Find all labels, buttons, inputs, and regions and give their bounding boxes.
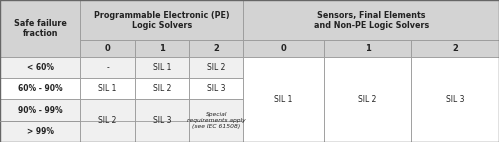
Bar	[80, 0, 244, 40]
Bar	[324, 57, 411, 142]
Text: SIL 1: SIL 1	[274, 95, 293, 104]
Text: 1: 1	[365, 44, 371, 53]
Bar	[189, 99, 244, 142]
Bar	[189, 57, 244, 78]
Text: Special
requirements apply
(see IEC 61508): Special requirements apply (see IEC 6150…	[187, 112, 246, 129]
Text: SIL 2: SIL 2	[358, 95, 377, 104]
Text: SIL 1: SIL 1	[98, 84, 117, 93]
Bar	[244, 0, 499, 40]
Text: 0: 0	[281, 44, 286, 53]
Bar	[80, 99, 135, 142]
Text: SIL 3: SIL 3	[207, 84, 226, 93]
Bar	[189, 40, 244, 57]
Text: SIL 1: SIL 1	[153, 63, 171, 72]
Bar	[411, 57, 499, 142]
Bar	[135, 99, 189, 142]
Bar	[411, 40, 499, 57]
Bar	[80, 78, 135, 99]
Text: SIL 2: SIL 2	[207, 63, 226, 72]
Text: SIL 2: SIL 2	[98, 116, 117, 125]
Bar	[324, 40, 411, 57]
Bar	[244, 57, 324, 142]
Bar	[244, 40, 324, 57]
Text: < 60%: < 60%	[27, 63, 54, 72]
Text: -: -	[106, 63, 109, 72]
Text: 0: 0	[105, 44, 110, 53]
Bar	[135, 57, 189, 78]
Text: SIL 3: SIL 3	[153, 116, 171, 125]
Text: 2: 2	[452, 44, 458, 53]
Bar	[189, 78, 244, 99]
Text: 2: 2	[213, 44, 219, 53]
Bar	[0, 57, 80, 78]
Bar	[80, 40, 135, 57]
Bar	[80, 57, 135, 78]
Bar	[135, 40, 189, 57]
Text: SIL 3: SIL 3	[446, 95, 465, 104]
Text: Safe failure
fraction: Safe failure fraction	[14, 19, 67, 38]
Text: Sensors, Final Elements
and Non-PE Logic Solvers: Sensors, Final Elements and Non-PE Logic…	[313, 11, 429, 30]
Text: > 99%: > 99%	[27, 127, 54, 136]
Bar	[0, 99, 80, 121]
Bar	[0, 78, 80, 99]
Text: 60% - 90%: 60% - 90%	[18, 84, 62, 93]
Text: 90% - 99%: 90% - 99%	[18, 106, 62, 115]
Bar	[0, 121, 80, 142]
Text: Programmable Electronic (PE)
Logic Solvers: Programmable Electronic (PE) Logic Solve…	[94, 11, 230, 30]
Bar	[0, 0, 80, 57]
Text: SIL 2: SIL 2	[153, 84, 171, 93]
Text: 1: 1	[159, 44, 165, 53]
Bar	[135, 78, 189, 99]
